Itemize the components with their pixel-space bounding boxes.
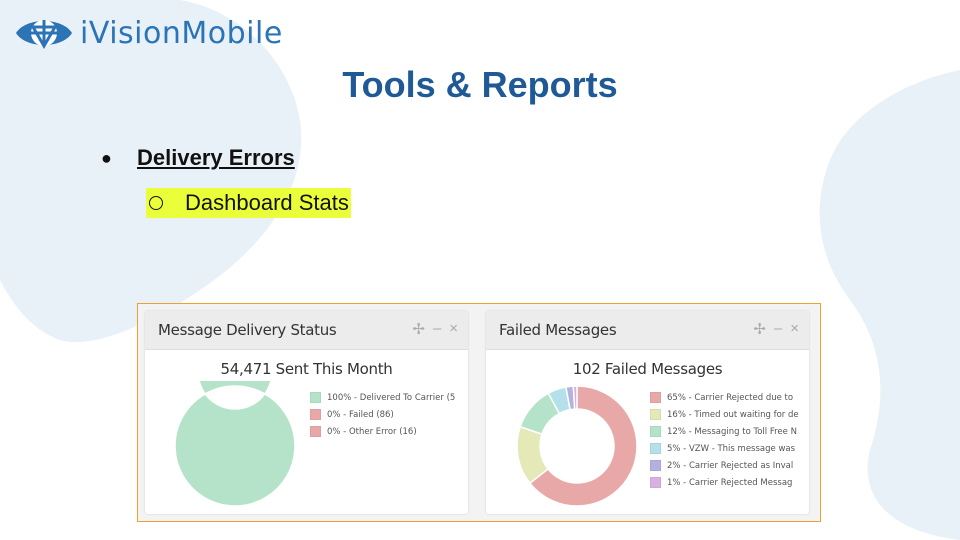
panel-failed-messages: Failed Messages ✢ – × 102 Failed Message… [486, 311, 809, 514]
legend-item[interactable]: 5% - VZW - This message was [650, 440, 800, 457]
minimize-icon[interactable]: – [432, 320, 442, 337]
donut-slice-0[interactable] [174, 381, 296, 507]
logo-text: iVisionMobile [80, 15, 283, 51]
chart-legend: 65% - Carrier Rejected due to 16% - Timed… [650, 389, 800, 491]
bullet-circle-icon [149, 196, 163, 210]
minimize-icon[interactable]: – [773, 320, 783, 337]
legend-label: 100% - Delivered To Carrier (5 [327, 392, 456, 403]
legend-label: 0% - Failed (86) [327, 409, 394, 420]
panel-header: Failed Messages ✢ – × [486, 311, 809, 350]
donut-slice-5[interactable] [572, 385, 578, 410]
donut-slice-0[interactable] [528, 385, 638, 507]
background-shape-right [819, 70, 960, 540]
panel-tools: ✢ – × [753, 320, 799, 338]
legend-swatch [310, 409, 321, 420]
legend-swatch [650, 426, 661, 437]
legend-item[interactable]: 16% - Timed out waiting for de [650, 406, 800, 423]
legend-label: 0% - Other Error (16) [327, 426, 417, 437]
legend-item[interactable]: 100% - Delivered To Carrier (5 [310, 389, 460, 406]
chart-title: 54,471 Sent This Month [220, 360, 393, 378]
legend-swatch [310, 426, 321, 437]
panel-message-delivery-status: Message Delivery Status ✢ – × 54,471 Sen… [145, 311, 468, 514]
brand-logo: iVisionMobile [14, 12, 283, 54]
legend-label: 65% - Carrier Rejected due to [667, 392, 794, 403]
legend-item[interactable]: 1% - Carrier Rejected Messag [650, 474, 800, 491]
bullet-delivery-errors: ● Delivery Errors [101, 145, 295, 171]
legend-swatch [650, 443, 661, 454]
legend-item[interactable]: 2% - Carrier Rejected as Inval [650, 457, 800, 474]
bullet-label: Dashboard Stats [185, 190, 349, 215]
legend-label: 2% - Carrier Rejected as Inval [667, 460, 794, 471]
legend-item[interactable]: 0% - Other Error (16) [310, 423, 460, 440]
logo-eye-icon [16, 20, 72, 49]
move-icon[interactable]: ✢ [412, 321, 425, 338]
bullet-label: Delivery Errors [137, 145, 295, 170]
move-icon[interactable]: ✢ [753, 321, 766, 338]
chart-legend: 100% - Delivered To Carrier (5 0% - Faile… [310, 389, 460, 440]
panel-header: Message Delivery Status ✢ – × [145, 311, 468, 350]
close-icon[interactable]: × [449, 320, 458, 337]
legend-swatch [650, 409, 661, 420]
legend-swatch [650, 392, 661, 403]
legend-label: 16% - Timed out waiting for de [667, 409, 799, 420]
chart-title: 102 Failed Messages [572, 360, 723, 378]
donut-chart [516, 385, 638, 507]
legend-item[interactable]: 65% - Carrier Rejected due to [650, 389, 800, 406]
legend-label: 12% - Messaging to Toll Free N [667, 426, 797, 437]
legend-swatch [650, 460, 661, 471]
background-shape-left [0, 0, 302, 343]
legend-item[interactable]: 12% - Messaging to Toll Free N [650, 423, 800, 440]
bullet-dot-icon: ● [101, 147, 112, 168]
donut-chart [174, 381, 296, 507]
slide-title: Tools & Reports [342, 64, 618, 105]
legend-label: 5% - VZW - This message was [667, 443, 796, 454]
legend-swatch [310, 392, 321, 403]
panel-title: Failed Messages [499, 321, 617, 339]
panel-title: Message Delivery Status [158, 321, 337, 339]
close-icon[interactable]: × [790, 320, 799, 337]
panel-tools: ✢ – × [412, 320, 458, 338]
legend-swatch [650, 477, 661, 488]
legend-item[interactable]: 0% - Failed (86) [310, 406, 460, 423]
dashboard-screenshot: Message Delivery Status ✢ – × 54,471 Sen… [137, 303, 821, 522]
legend-label: 1% - Carrier Rejected Messag [667, 477, 793, 488]
bullet-dashboard-stats: Dashboard Stats [146, 188, 351, 218]
